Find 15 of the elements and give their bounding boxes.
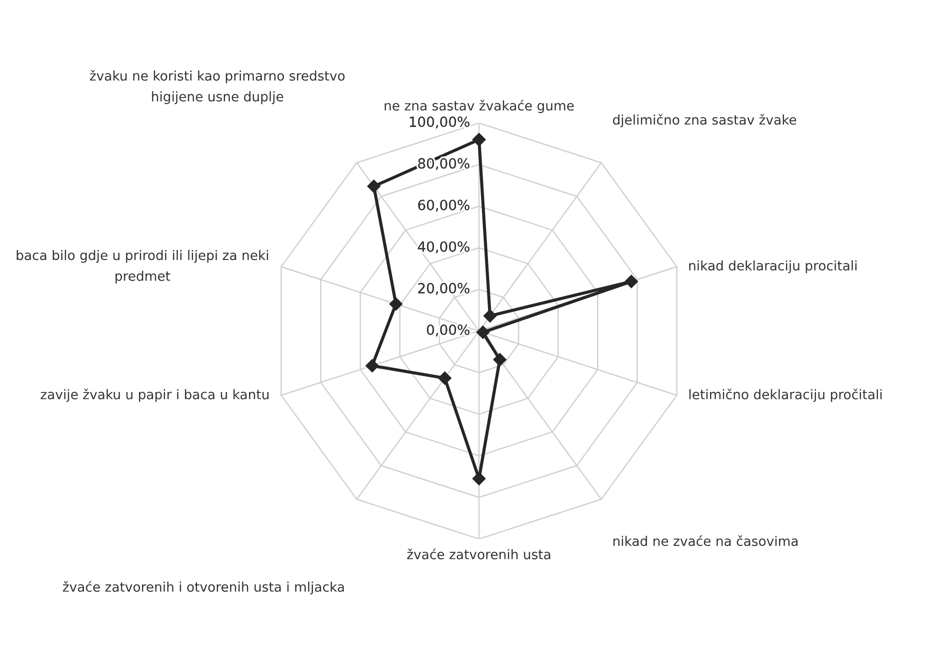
y-tick-label: 20,00% [418, 282, 470, 295]
spoke-label: zavije žvaku u papir i baca u kantu [40, 388, 269, 402]
spoke-label: žvaku ne koristi kao primarno sredstvo higijene usne duplje [90, 70, 345, 104]
y-tick-label: 0,00% [426, 324, 470, 336]
spoke-label: nikad deklaraciju procitali [689, 260, 857, 274]
spoke-label: baca bilo gdje u prirodi ili lijepi za neki predmet [16, 250, 268, 284]
spoke-label: nikad ne zvaće na časovima [613, 535, 798, 546]
y-tick-label: 60,00% [418, 200, 470, 212]
spoke-label: djelimično zna sastav žvake [612, 114, 796, 128]
spoke-label: žvaće zatvorenih i otvorenih usta i mljacka [62, 581, 344, 594]
y-tick-label: 40,00% [418, 241, 470, 254]
spoke-label: žvaće zatvorenih usta [407, 548, 550, 560]
y-tick-label: 100,00% [410, 116, 470, 128]
spoke-label: letimično deklaraciju pročitali [689, 388, 882, 402]
spoke-label: ne zna sastav žvakaće gume [384, 100, 574, 114]
